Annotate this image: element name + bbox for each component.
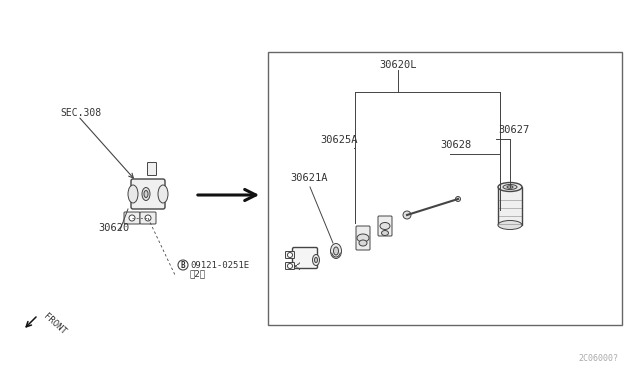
Text: 30620: 30620 [98, 223, 129, 233]
Ellipse shape [381, 231, 388, 235]
Ellipse shape [330, 244, 342, 259]
Text: SEC.308: SEC.308 [60, 108, 101, 118]
Circle shape [129, 215, 135, 221]
Ellipse shape [128, 185, 138, 203]
Circle shape [145, 215, 151, 221]
Ellipse shape [359, 240, 367, 246]
Text: 30621A: 30621A [290, 173, 328, 183]
FancyBboxPatch shape [498, 187, 522, 225]
Text: 09121-0251E: 09121-0251E [190, 260, 249, 269]
Text: FRONT: FRONT [42, 312, 68, 337]
Circle shape [456, 196, 461, 202]
Text: B: B [180, 260, 186, 269]
Text: 30625A: 30625A [320, 135, 358, 145]
FancyBboxPatch shape [292, 247, 317, 269]
Bar [268, 52, 622, 325]
FancyBboxPatch shape [140, 212, 156, 224]
Ellipse shape [144, 190, 148, 198]
Circle shape [178, 260, 188, 270]
Ellipse shape [158, 185, 168, 203]
Circle shape [287, 253, 292, 257]
Ellipse shape [312, 254, 319, 266]
Text: 30627: 30627 [498, 125, 529, 135]
Ellipse shape [380, 222, 390, 230]
FancyBboxPatch shape [285, 263, 294, 269]
Ellipse shape [314, 257, 317, 263]
Text: （2）: （2） [190, 269, 206, 279]
Ellipse shape [503, 185, 517, 189]
Text: 30620L: 30620L [380, 60, 417, 70]
Ellipse shape [333, 247, 339, 255]
Circle shape [287, 263, 292, 269]
FancyBboxPatch shape [378, 216, 392, 236]
FancyBboxPatch shape [356, 226, 370, 250]
Ellipse shape [357, 234, 369, 242]
Circle shape [403, 211, 411, 219]
Ellipse shape [142, 187, 150, 201]
Text: 2C06000?: 2C06000? [578, 354, 618, 363]
FancyBboxPatch shape [147, 163, 157, 176]
FancyBboxPatch shape [131, 179, 165, 209]
Ellipse shape [498, 221, 522, 230]
FancyBboxPatch shape [285, 251, 294, 259]
Ellipse shape [507, 186, 513, 188]
FancyBboxPatch shape [124, 212, 140, 224]
Ellipse shape [498, 183, 522, 192]
Text: 30628: 30628 [440, 140, 471, 150]
